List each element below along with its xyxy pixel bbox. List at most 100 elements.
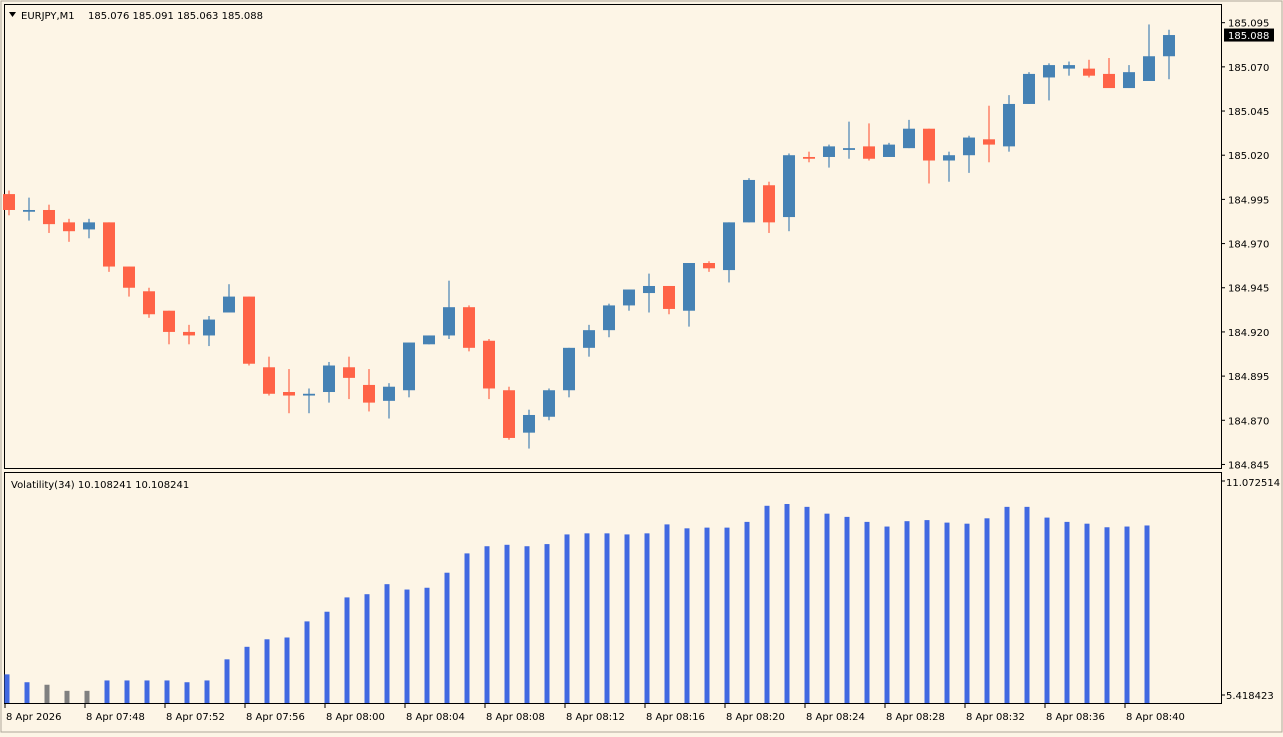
time-tick-label: 8 Apr 08:20 [726, 712, 785, 723]
candle [823, 144, 835, 168]
volatility-bar [584, 533, 590, 703]
candle [83, 218, 95, 239]
candle-body [423, 335, 435, 345]
candle-body [243, 296, 255, 364]
candle [483, 338, 495, 400]
volatility-bar [324, 611, 330, 703]
candle [723, 222, 735, 283]
candle-body [123, 266, 135, 288]
candle-body [183, 331, 195, 336]
volatility-bar [884, 526, 890, 703]
volatility-bar [124, 680, 130, 703]
candle-body [963, 137, 975, 156]
volatility-bar [544, 544, 550, 703]
candle [1163, 29, 1175, 80]
triangle-down-icon[interactable] [9, 12, 16, 17]
candle [263, 356, 275, 396]
price-tick-label: 185.070 [1228, 63, 1269, 74]
volatility-bar [1044, 517, 1050, 703]
candle-body [663, 285, 675, 309]
candle-body [223, 296, 235, 313]
time-tick-label: 8 Apr 08:12 [566, 712, 625, 723]
current-price-tag [1224, 28, 1274, 42]
candle-body [543, 390, 555, 417]
candle-body [823, 146, 835, 157]
candle-body [743, 179, 755, 223]
candle-body [463, 307, 475, 348]
candle-body [303, 393, 315, 396]
candle [563, 347, 575, 398]
volatility-bar [524, 546, 530, 703]
candle-body [803, 156, 815, 159]
time-tick-label: 8 Apr 08:04 [406, 712, 465, 723]
candle-body [903, 128, 915, 149]
candle [1023, 72, 1035, 104]
price-tick-label: 184.945 [1228, 284, 1269, 295]
price-tick-label: 184.970 [1228, 240, 1269, 251]
volatility-bar [724, 527, 730, 703]
volatility-bar [764, 505, 770, 703]
candle [363, 369, 375, 412]
candle [23, 197, 35, 221]
candle [803, 151, 815, 163]
price-tick-label: 184.995 [1228, 195, 1269, 206]
volatility-bar [84, 690, 90, 703]
time-tick-label: 8 Apr 08:00 [326, 712, 385, 723]
candle-body [703, 263, 715, 269]
candle-body [1043, 65, 1055, 78]
candle-body [683, 263, 695, 311]
candle [1083, 59, 1095, 78]
candle [343, 356, 355, 400]
volatility-bar [944, 522, 950, 703]
volatility-bar [864, 521, 870, 703]
candle-body [983, 139, 995, 145]
candle [203, 316, 215, 347]
candle-body [643, 285, 655, 294]
volatility-panel-frame [4, 472, 1222, 704]
candle [1003, 95, 1015, 152]
volatility-panel[interactable]: Volatility(34) 10.108241 10.108241 11.07… [4, 472, 1281, 704]
time-axis[interactable]: 8 Apr 2026 8 Apr 07:48 8 Apr 07:52 8 Apr 07… [4, 703, 1185, 723]
price-panel[interactable]: EURJPY,M1 185.076 185.091 185.063 185.08… [3, 4, 1274, 472]
volatility-bar [464, 553, 470, 703]
candle-body [943, 155, 955, 161]
ohlc-label: 185.076 185.091 185.063 185.088 [88, 11, 263, 22]
volatility-bar [744, 521, 750, 703]
volatility-bar [4, 674, 10, 703]
candle [1143, 24, 1155, 81]
time-tick-label: 8 Apr 08:24 [806, 712, 865, 723]
candle [3, 190, 15, 216]
candle-body [143, 291, 155, 315]
price-tick-label: 184.845 [1228, 460, 1269, 471]
volatility-bar [904, 521, 910, 703]
candle-body [443, 307, 455, 336]
volatility-bar [244, 646, 250, 703]
current-price-tag-label: 185.088 [1228, 31, 1269, 42]
candle-body [563, 347, 575, 391]
candle [43, 204, 55, 233]
volatility-bar [844, 516, 850, 703]
volatility-bar [1064, 521, 1070, 703]
volatility-bar [44, 684, 50, 703]
candle-body [1123, 72, 1135, 89]
volatility-bar [224, 659, 230, 703]
volatility-bar [24, 682, 30, 703]
volatility-bar [984, 518, 990, 703]
volatility-bar [1004, 506, 1010, 703]
candle [503, 386, 515, 440]
volatility-bar [1144, 525, 1150, 703]
candle [783, 153, 795, 232]
symbol-label: EURJPY,M1 [21, 11, 75, 22]
volatility-bar [404, 589, 410, 703]
candles-layer [3, 24, 1175, 449]
price-axis[interactable]: 185.095 185.070 185.045 185.020 184.995 184.9… [1221, 19, 1274, 472]
volatility-bar [564, 534, 570, 703]
candle [763, 181, 775, 233]
candle [463, 305, 475, 352]
volatility-bar [1104, 527, 1110, 703]
candle-body [523, 414, 535, 433]
candle [163, 310, 175, 345]
candle [223, 284, 235, 313]
